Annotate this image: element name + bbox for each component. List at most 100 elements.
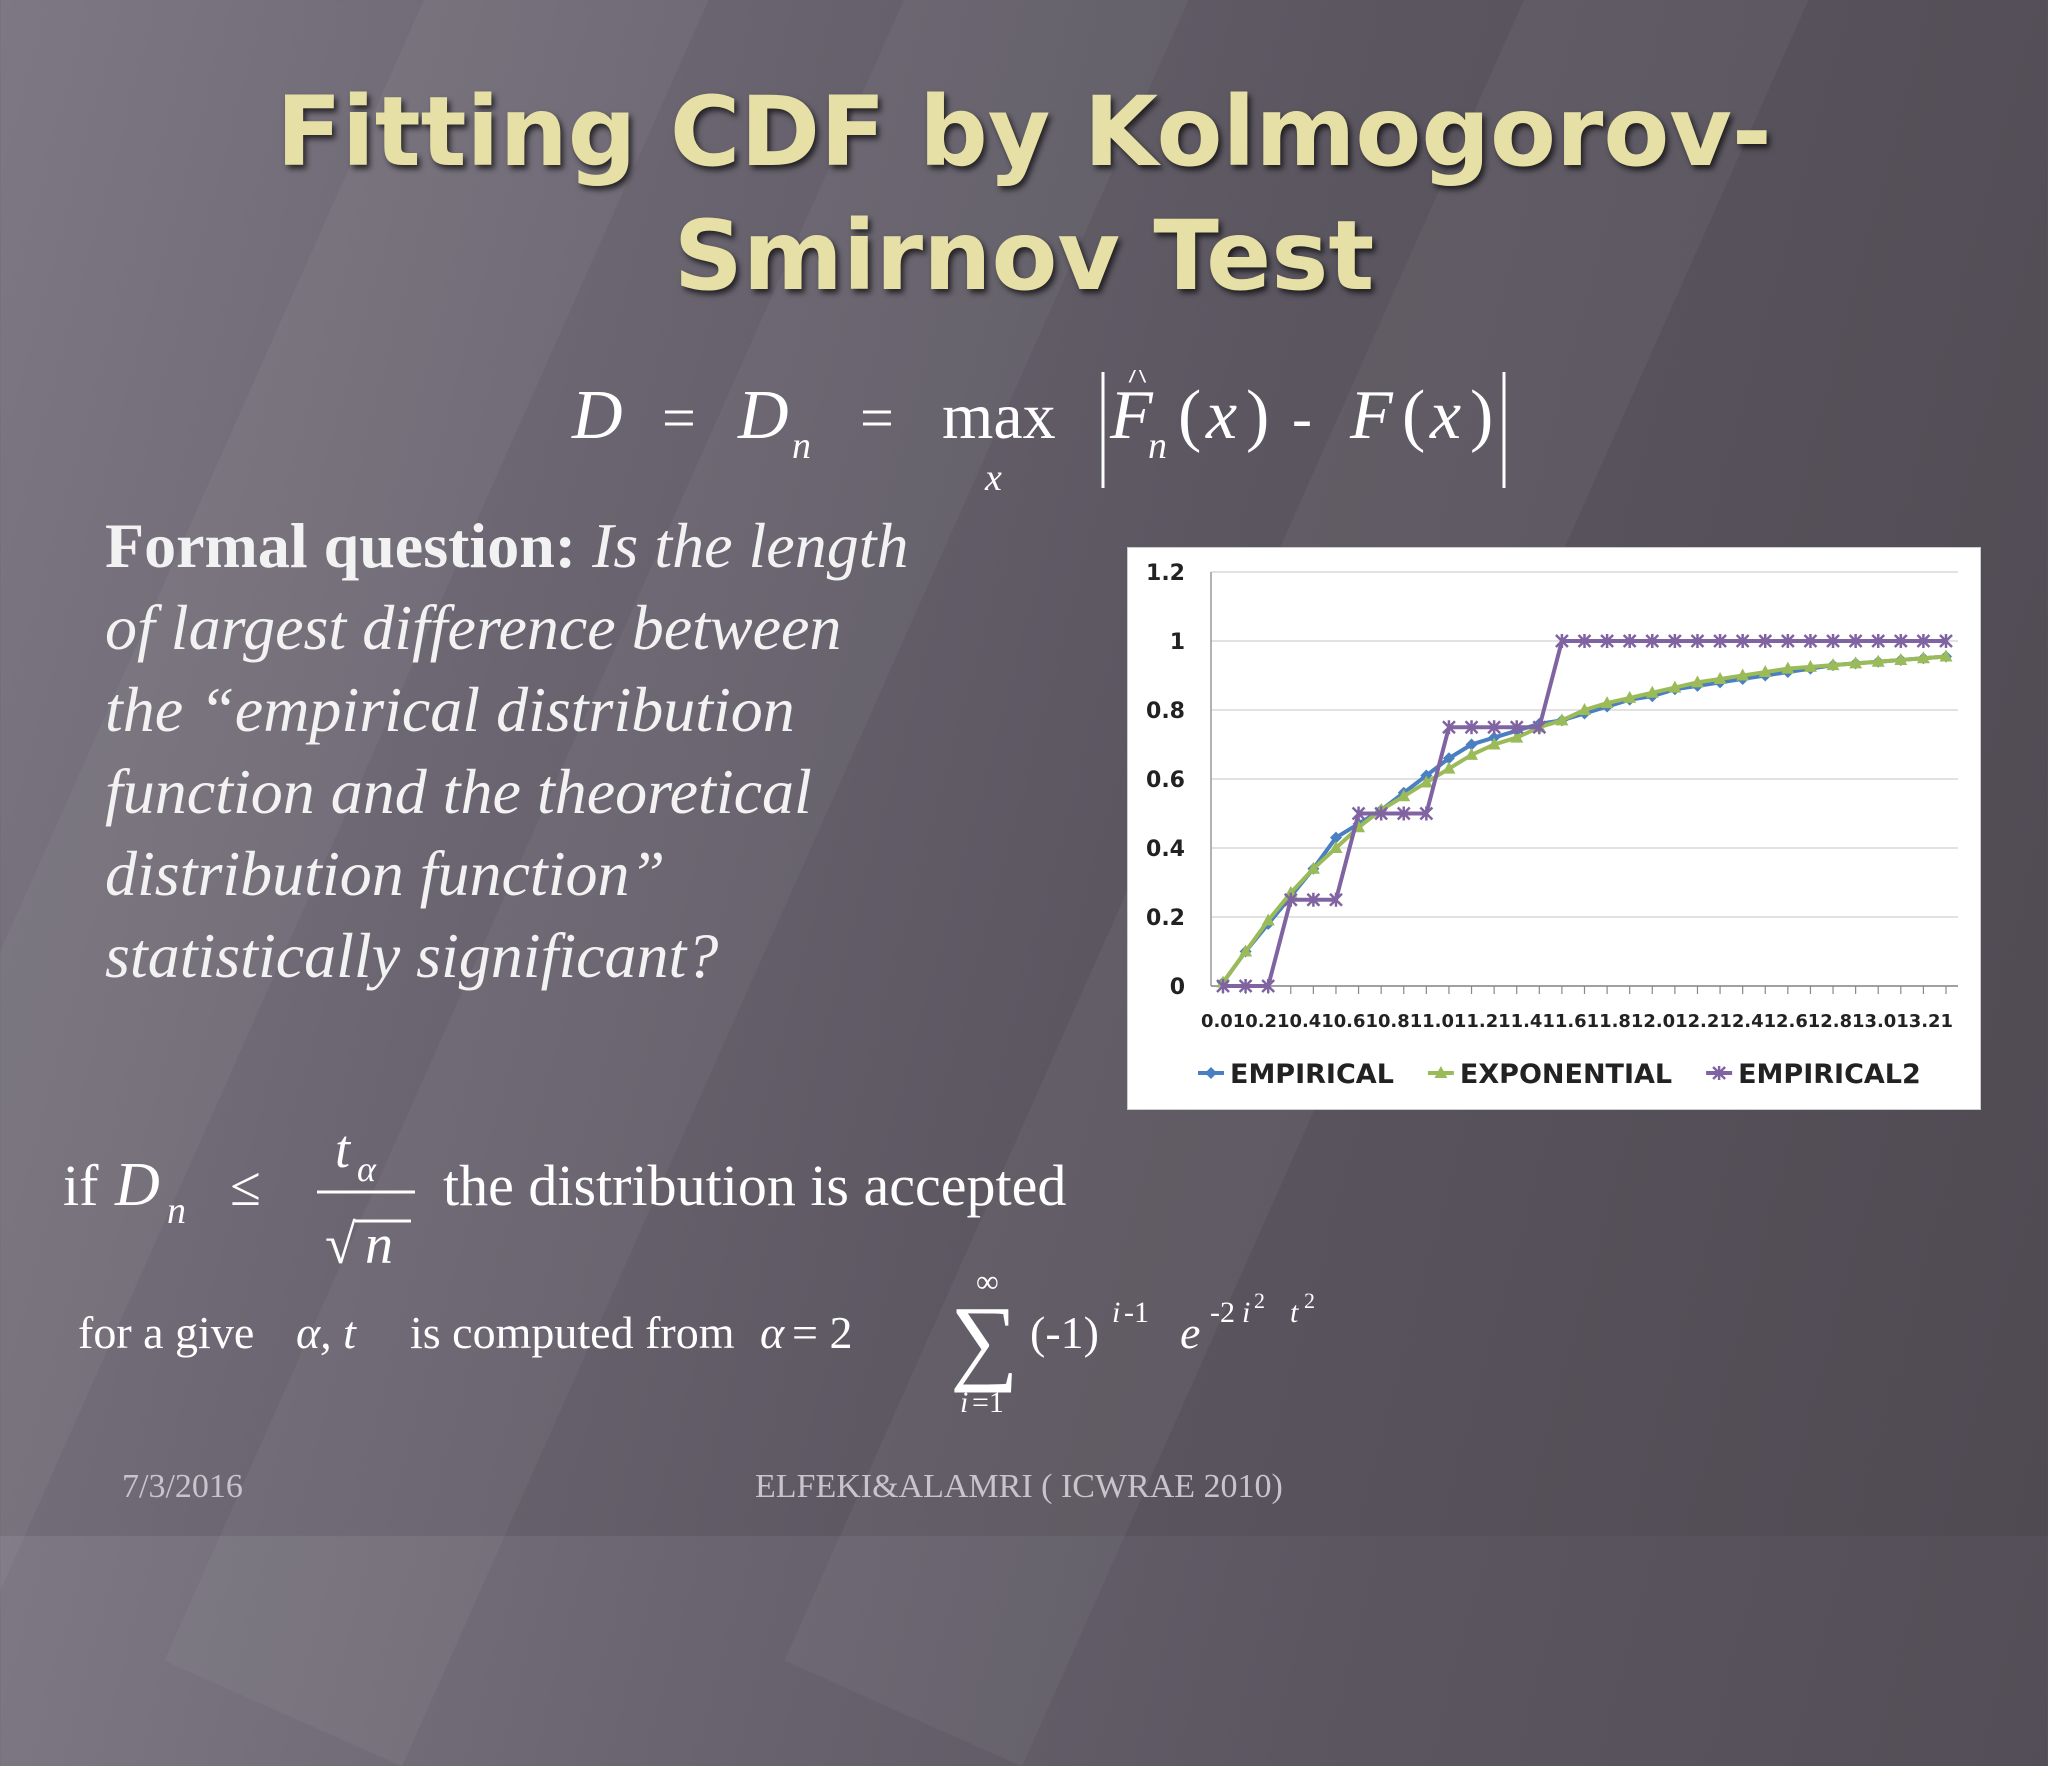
svg-text:-2: -2 xyxy=(1210,1296,1235,1329)
svg-text:n: n xyxy=(167,1190,186,1232)
point-empirical2 xyxy=(1216,979,1230,993)
point-empirical2 xyxy=(1374,806,1389,821)
svg-text:t: t xyxy=(335,1125,352,1179)
point-empirical2 xyxy=(1419,806,1434,821)
svg-text:i: i xyxy=(1112,1296,1120,1329)
point-exponential xyxy=(1803,659,1817,672)
point-empirical2 xyxy=(1261,979,1276,993)
svg-text:i: i xyxy=(1242,1296,1250,1329)
point-empirical2 xyxy=(1690,634,1705,648)
point-exponential xyxy=(1916,651,1930,664)
svg-text:2: 2 xyxy=(1304,1288,1315,1313)
legend-label-exponential: EXPONENTIAL xyxy=(1460,1059,1672,1090)
point-empirical2 xyxy=(1238,979,1253,993)
point-exponential xyxy=(1781,661,1795,674)
point-exponential xyxy=(1329,841,1343,853)
point-exponential xyxy=(1306,861,1320,874)
point-empirical2 xyxy=(1848,634,1863,648)
point-empirical2 xyxy=(1487,720,1502,735)
point-empirical2 xyxy=(1532,720,1547,735)
acceptance-criterion-formula: if D n ≤ t α √ n the distribution is acc… xyxy=(63,1125,1066,1276)
point-exponential xyxy=(1849,656,1863,669)
point-exponential xyxy=(1826,658,1840,671)
legend-label-empirical: EMPIRICAL xyxy=(1230,1059,1394,1090)
alpha-series-formula: for a give α, t is computed from α = 2 ∞… xyxy=(78,1270,1315,1419)
svg-text:x: x xyxy=(1429,377,1461,454)
svg-text:= 2: = 2 xyxy=(792,1307,852,1358)
y-tick-label: 0.4 xyxy=(1146,837,1185,862)
point-empirical2 xyxy=(1464,720,1479,735)
point-empirical2 xyxy=(1645,634,1660,648)
point-exponential xyxy=(1668,680,1682,693)
point-empirical2 xyxy=(1893,634,1908,648)
svg-text:): ) xyxy=(1470,377,1493,454)
svg-text:i: i xyxy=(960,1386,968,1419)
svg-text:α, t: α, t xyxy=(296,1307,357,1358)
point-empirical2 xyxy=(1735,634,1750,648)
point-exponential xyxy=(1871,654,1885,667)
footer-date: 7/3/2016 xyxy=(122,1468,243,1505)
question-body: Is the length of largest difference betw… xyxy=(105,510,909,991)
point-empirical2 xyxy=(1396,806,1411,821)
point-exponential xyxy=(1600,696,1614,709)
svg-text:∞: ∞ xyxy=(976,1270,999,1299)
alpha-text: for a give xyxy=(78,1307,254,1358)
svg-text:(-1): (-1) xyxy=(1030,1307,1099,1358)
point-exponential xyxy=(1623,690,1637,703)
ks-statistic-formula: D = D n = max x F ^ n ( x ) - F ( x ) xyxy=(571,370,1506,499)
cdf-chart-svg: 0 0.2 0.4 0.6 0.8 1 1.2 0.010.210.410.610.811.0… xyxy=(1146,561,1958,1090)
point-empirical xyxy=(1465,738,1478,751)
svg-text:=: = xyxy=(662,385,696,451)
title-line-1: Fitting CDF by Kolmogorov- xyxy=(276,76,1772,188)
point-empirical2 xyxy=(1283,892,1298,907)
point-empirical2 xyxy=(1442,720,1456,735)
point-empirical2 xyxy=(1713,634,1727,648)
svg-text:): ) xyxy=(1246,377,1269,454)
svg-text:=: = xyxy=(860,385,894,451)
point-exponential xyxy=(1939,649,1953,662)
point-exponential xyxy=(1465,747,1479,760)
point-empirical2 xyxy=(1758,634,1773,648)
y-tick-label: 0.8 xyxy=(1146,699,1185,724)
point-empirical xyxy=(1442,752,1455,765)
point-empirical2 xyxy=(1306,892,1321,907)
svg-text:t: t xyxy=(1290,1296,1299,1329)
alpha-text-2: is computed from xyxy=(410,1307,735,1358)
point-empirical2 xyxy=(1622,634,1637,648)
point-exponential xyxy=(1758,665,1772,678)
svg-text:(: ( xyxy=(1402,377,1425,454)
point-exponential xyxy=(1442,761,1456,774)
point-empirical2 xyxy=(1509,720,1524,735)
svg-text:≤: ≤ xyxy=(230,1156,261,1218)
svg-text:D: D xyxy=(737,377,789,454)
point-empirical2 xyxy=(1780,634,1795,648)
point-exponential xyxy=(1555,713,1569,726)
question-label: Formal question: xyxy=(105,510,577,581)
svg-text:α: α xyxy=(357,1149,377,1189)
point-empirical2 xyxy=(1329,892,1343,907)
point-exponential xyxy=(1645,685,1659,698)
point-exponential xyxy=(1487,737,1501,750)
svg-text:=1: =1 xyxy=(972,1386,1004,1419)
svg-text:max: max xyxy=(942,380,1056,453)
series-line-empirical2 xyxy=(1223,639,1946,988)
point-empirical2 xyxy=(1577,634,1592,648)
point-exponential xyxy=(1397,789,1411,802)
point-exponential xyxy=(1736,668,1750,681)
svg-text:e: e xyxy=(1180,1307,1200,1358)
svg-text:F: F xyxy=(1349,377,1394,454)
y-tick-label: 0.6 xyxy=(1146,768,1185,793)
svg-text:D: D xyxy=(114,1151,160,1219)
svg-text:2: 2 xyxy=(1254,1288,1265,1313)
footer-credit: ELFEKI&ALAMRI ( ICWRAE 2010) xyxy=(755,1468,1283,1505)
svg-text:√: √ xyxy=(325,1214,356,1276)
title-line-2: Smirnov Test xyxy=(673,200,1375,312)
point-empirical2 xyxy=(1871,634,1886,648)
svg-text:α: α xyxy=(760,1307,785,1358)
y-tick-label: 1 xyxy=(1170,630,1185,655)
point-empirical2 xyxy=(1351,806,1366,821)
point-empirical2 xyxy=(1826,634,1840,648)
svg-text:(: ( xyxy=(1178,377,1201,454)
y-tick-label: 1.2 xyxy=(1146,561,1185,586)
svg-text:x: x xyxy=(984,457,1002,499)
